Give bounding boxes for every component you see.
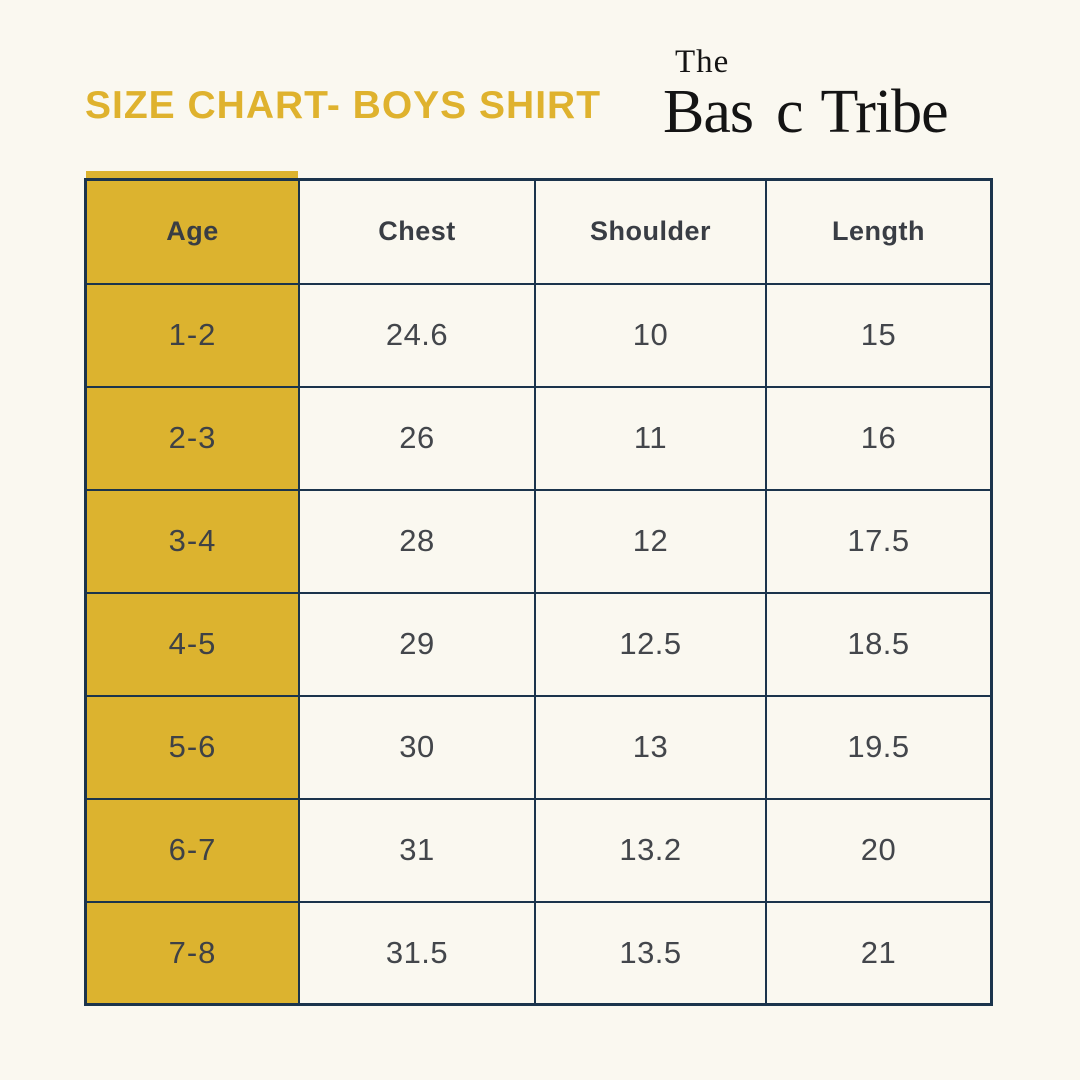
table-row: 6-7 31 13.2 20 [84,797,993,903]
value-cell: 21 [765,900,993,1006]
age-cell: 7-8 [84,900,300,1006]
value-cell: 16 [765,385,993,491]
value-cell: 12 [534,488,767,594]
value-cell: 30 [298,694,536,800]
value-cell: 26 [298,385,536,491]
table-header: Age Chest Shoulder Length [84,178,993,285]
age-cell: 2-3 [84,385,300,491]
table-row: 1-2 24.6 10 15 [84,282,993,388]
value-cell: 31 [298,797,536,903]
value-cell: 31.5 [298,900,536,1006]
value-cell: 13.5 [534,900,767,1006]
header-row: Age Chest Shoulder Length [84,178,993,285]
logo-basic-prefix: Bas [663,78,754,146]
age-cell: 6-7 [84,797,300,903]
value-cell: 17.5 [765,488,993,594]
logo-tribe-text: Tribe [820,78,949,146]
table-body: 1-2 24.6 10 15 2-3 26 11 16 3-4 28 12 17.5 4-5 29 12.5… [84,282,993,1006]
age-cell: 3-4 [84,488,300,594]
value-cell: 20 [765,797,993,903]
header-cell: Length [765,178,993,285]
age-column-top-accent [86,171,298,178]
table-row: 3-4 28 12 17.5 [84,488,993,594]
logo-basic-suffix: c [776,78,804,146]
age-cell: 4-5 [84,591,300,697]
age-cell: 5-6 [84,694,300,800]
value-cell: 19.5 [765,694,993,800]
table-row: 2-3 26 11 16 [84,385,993,491]
table-row: 7-8 31.5 13.5 21 [84,900,993,1006]
value-cell: 11 [534,385,767,491]
value-cell: 15 [765,282,993,388]
up-arrow-icon [756,82,773,266]
table-row: 4-5 29 12.5 18.5 [84,591,993,697]
table-row: 5-6 30 13 19.5 [84,694,993,800]
header-cell: Shoulder [534,178,767,285]
value-cell: 29 [298,591,536,697]
header-cell-age: Age [84,178,300,285]
brand-logo: The Bas c Tribe [663,44,949,266]
header-cell: Chest [298,178,536,285]
value-cell: 10 [534,282,767,388]
value-cell: 13 [534,694,767,800]
value-cell: 24.6 [298,282,536,388]
age-cell: 1-2 [84,282,300,388]
page-title: SIZE CHART- BOYS SHIRT [85,84,602,127]
value-cell: 18.5 [765,591,993,697]
value-cell: 12.5 [534,591,767,697]
logo-wordmark: Bas c Tribe [663,78,949,266]
value-cell: 13.2 [534,797,767,903]
value-cell: 28 [298,488,536,594]
logo-the-text: The [675,44,730,80]
size-chart-table: Age Chest Shoulder Length 1-2 24.6 10 15 2-3 26 1… [84,178,993,1006]
